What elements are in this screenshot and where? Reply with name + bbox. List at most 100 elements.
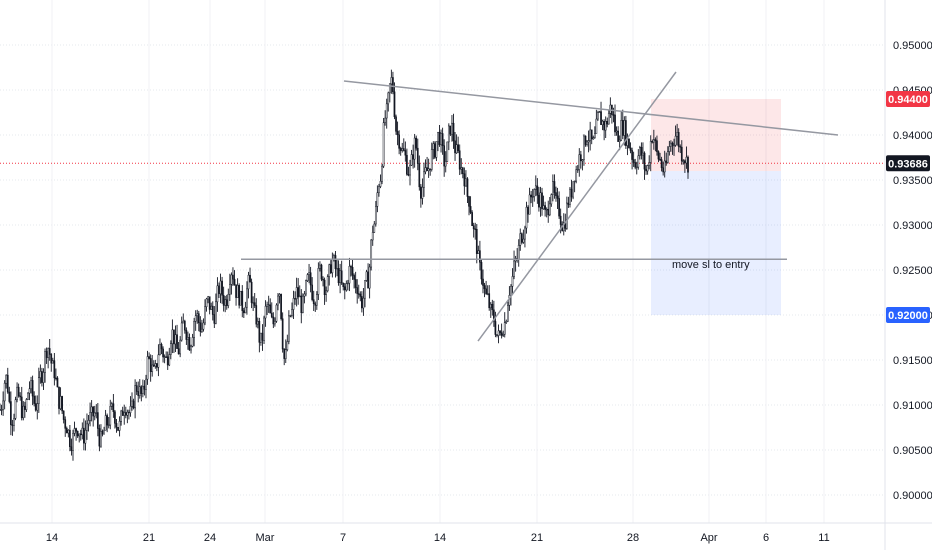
candle-body	[219, 280, 222, 295]
candle-body	[336, 268, 338, 270]
candle-body	[187, 337, 189, 340]
candle-body	[129, 406, 132, 413]
ascending-trendline[interactable]	[477, 71, 677, 342]
candle-body	[418, 163, 421, 188]
candle-body	[107, 424, 110, 427]
candle-body	[103, 429, 105, 435]
candle-body	[628, 138, 630, 149]
candle-body	[576, 169, 579, 171]
candle-body	[27, 392, 29, 400]
candle-body	[530, 194, 532, 198]
candle-body	[37, 377, 40, 404]
candle-body	[5, 374, 8, 384]
candle-body	[552, 181, 554, 195]
candle-body	[13, 418, 15, 426]
candle-body	[270, 312, 273, 318]
stop-loss-zone[interactable]	[651, 99, 781, 171]
candle-body	[362, 297, 365, 309]
candle-body	[604, 121, 607, 131]
candle-body	[479, 250, 481, 263]
candle-body	[20, 396, 23, 419]
candle-body	[246, 288, 248, 308]
candle-body	[534, 185, 537, 190]
candle-body	[126, 411, 129, 416]
candle-body	[180, 322, 183, 341]
candle-body	[454, 140, 456, 154]
candle-body	[528, 194, 531, 215]
candle-body	[275, 304, 278, 322]
candle-body	[123, 412, 126, 416]
take-profit-zone[interactable]	[651, 171, 781, 315]
candle-body	[154, 363, 157, 367]
candle-body	[86, 423, 88, 431]
candle-body	[239, 290, 242, 306]
candle-body	[300, 295, 303, 313]
candle-body	[404, 150, 407, 156]
candle-body	[309, 272, 312, 286]
price-axis[interactable]: 0.950000.945000.940000.935000.930000.925…	[884, 0, 932, 550]
candle-body	[573, 180, 576, 183]
candle-body	[334, 255, 337, 270]
candle-body	[390, 77, 393, 85]
candle-body	[0, 409, 1, 411]
x-tick-label: 21	[143, 532, 155, 544]
candle-body	[491, 303, 494, 311]
candle-body	[101, 431, 104, 435]
candle-body	[100, 431, 102, 447]
candle-body	[443, 145, 446, 167]
candle-body	[590, 129, 593, 140]
candle-body	[465, 178, 467, 187]
candle-body	[635, 166, 638, 169]
candle-body	[73, 428, 76, 434]
candle-body	[652, 139, 655, 143]
time-axis[interactable]: 14 21 24 Mar 7 14 21 28 Apr 6 11	[0, 522, 932, 544]
candle-body	[140, 386, 143, 394]
candle-body	[488, 293, 491, 309]
candle-body	[444, 161, 447, 167]
candle-body	[575, 169, 578, 182]
candle-body	[651, 141, 654, 143]
x-tick-label: 11	[818, 532, 829, 544]
candle-body	[3, 382, 6, 402]
x-tick-label: Mar	[256, 532, 275, 544]
candle-body	[612, 114, 615, 116]
candle-body	[407, 174, 410, 176]
candle-body	[253, 302, 256, 306]
candle-body	[340, 270, 343, 284]
candle-body	[312, 299, 315, 305]
candle-body	[221, 280, 223, 296]
candle-body	[455, 144, 458, 154]
candle-body	[148, 356, 150, 359]
position-zones[interactable]	[651, 99, 781, 315]
current-price-label: 0.93686	[888, 158, 928, 170]
candle-body	[637, 155, 640, 168]
candle-body	[503, 322, 506, 335]
candle-body	[171, 329, 174, 344]
candle-body	[500, 332, 503, 336]
candle-body	[62, 410, 65, 420]
candle-body	[284, 349, 287, 359]
take-profit-price-label-bg	[886, 307, 930, 323]
candle-body	[58, 386, 60, 409]
candle-body	[570, 188, 573, 198]
candle-body	[118, 421, 121, 431]
candle-body	[117, 426, 119, 431]
candle-body	[163, 356, 166, 358]
candle-body	[581, 159, 584, 162]
candle-body	[643, 152, 646, 170]
candle-body	[567, 202, 570, 205]
candle-body	[684, 160, 686, 164]
candle-body	[61, 396, 63, 412]
descending-trendline[interactable]	[343, 80, 839, 136]
candle-body	[457, 144, 459, 152]
candle-body	[152, 364, 155, 367]
x-tick-label: 6	[763, 532, 769, 544]
trend-drawings[interactable]	[241, 71, 839, 342]
candle-body	[461, 167, 464, 175]
candle-body	[541, 192, 543, 210]
candle-body	[345, 283, 348, 291]
candle-body	[2, 400, 4, 410]
candle-body	[34, 403, 37, 411]
candle-body	[373, 223, 376, 233]
